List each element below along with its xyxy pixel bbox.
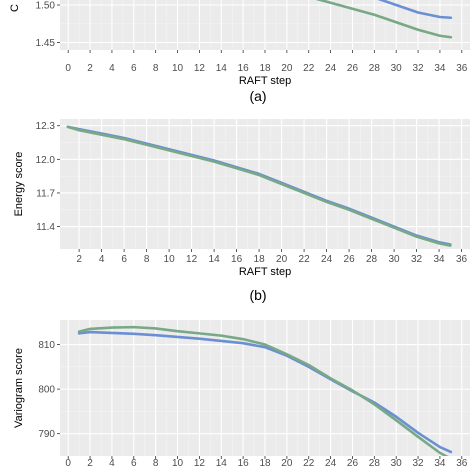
x-axis-title: RAFT step (239, 266, 291, 278)
x-tick-label: 6 (131, 458, 137, 469)
x-tick-label: 24 (321, 254, 333, 265)
caption-b: (b) (249, 287, 266, 303)
y-tick-label: 12.3 (36, 121, 56, 132)
x-tick-label: 20 (281, 63, 293, 74)
x-tick-label: 24 (325, 63, 337, 74)
x-tick-label: 28 (369, 458, 381, 469)
y-tick-label: 1.45 (36, 38, 56, 49)
x-tick-label: 16 (238, 63, 250, 74)
x-tick-label: 10 (164, 254, 176, 265)
x-tick-label: 34 (434, 63, 446, 74)
x-tick-label: 8 (144, 254, 150, 265)
x-tick-label: 26 (344, 254, 356, 265)
x-tick-label: 32 (411, 254, 423, 265)
y-tick-label: 1.50 (36, 1, 56, 12)
x-tick-label: 20 (281, 458, 293, 469)
x-tick-label: 36 (456, 63, 468, 74)
y-axis-title: C (9, 4, 21, 12)
x-tick-label: 4 (109, 458, 115, 469)
x-tick-label: 20 (276, 254, 288, 265)
x-tick-label: 26 (347, 458, 359, 469)
x-tick-label: 28 (369, 63, 381, 74)
caption-a: (a) (249, 88, 266, 104)
x-tick-label: 2 (76, 254, 82, 265)
x-tick-label: 32 (413, 63, 425, 74)
y-axis-title: Variogram score (13, 348, 25, 428)
x-tick-label: 24 (325, 458, 337, 469)
x-tick-label: 16 (231, 254, 243, 265)
x-tick-label: 22 (303, 458, 315, 469)
x-tick-label: 8 (153, 63, 159, 74)
x-tick-label: 36 (456, 254, 468, 265)
x-tick-label: 2 (87, 63, 93, 74)
series-line-series_blue (377, 0, 453, 20)
x-tick-label: 12 (194, 458, 206, 469)
x-tick-label: 0 (65, 63, 71, 74)
x-tick-label: 14 (216, 458, 228, 469)
x-tick-label: 18 (259, 63, 271, 74)
x-tick-label: 32 (413, 458, 425, 469)
x-tick-label: 34 (434, 254, 446, 265)
series-line-series_green (66, 125, 452, 247)
x-tick-label: 18 (254, 254, 266, 265)
chart-panel-a: 1.451.500 2 4 6 8 10 12 14 16 18 20 22 24 26 28 30 32 34 3… (9, 0, 470, 87)
y-tick-label: 790 (38, 429, 55, 440)
series-line-series_green (77, 325, 449, 456)
x-tick-label: 22 (299, 254, 311, 265)
x-tick-label: 18 (259, 458, 271, 469)
x-tick-label: 30 (391, 458, 403, 469)
y-tick-label: 11.4 (36, 222, 55, 233)
x-axis-title: RAFT step (239, 75, 291, 87)
x-tick-label: 6 (131, 63, 137, 74)
x-tick-label: 16 (238, 458, 250, 469)
y-axis-title: Energy score (13, 152, 25, 217)
series-line-series_blue (77, 330, 453, 454)
x-tick-label: 34 (434, 458, 446, 469)
x-tick-label: 14 (216, 63, 228, 74)
x-tick-label: 36 (456, 458, 468, 469)
chart-panel-b: 11.411.712.012.32 4 6 8 10 12 14 16 18 20 22 24 26 28… (13, 119, 470, 278)
x-tick-label: 28 (366, 254, 378, 265)
y-tick-label: 12.0 (36, 155, 56, 166)
x-tick-label: 4 (109, 63, 115, 74)
x-tick-label: 4 (99, 254, 105, 265)
x-tick-label: 2 (87, 458, 93, 469)
x-tick-label: 30 (391, 63, 403, 74)
x-tick-label: 30 (389, 254, 401, 265)
x-tick-label: 12 (194, 63, 206, 74)
x-tick-label: 12 (186, 254, 198, 265)
x-tick-label: 6 (121, 254, 127, 265)
x-tick-label: 10 (172, 63, 184, 74)
x-tick-label: 14 (209, 254, 221, 265)
series-line-series_green (315, 0, 453, 39)
y-tick-label: 810 (38, 340, 55, 351)
x-tick-label: 8 (153, 458, 159, 469)
x-tick-label: 22 (303, 63, 315, 74)
x-tick-label: 0 (65, 458, 71, 469)
x-tick-label: 10 (172, 458, 184, 469)
y-tick-label: 800 (38, 385, 55, 396)
x-tick-label: 26 (347, 63, 359, 74)
y-tick-label: 11.7 (36, 188, 55, 199)
